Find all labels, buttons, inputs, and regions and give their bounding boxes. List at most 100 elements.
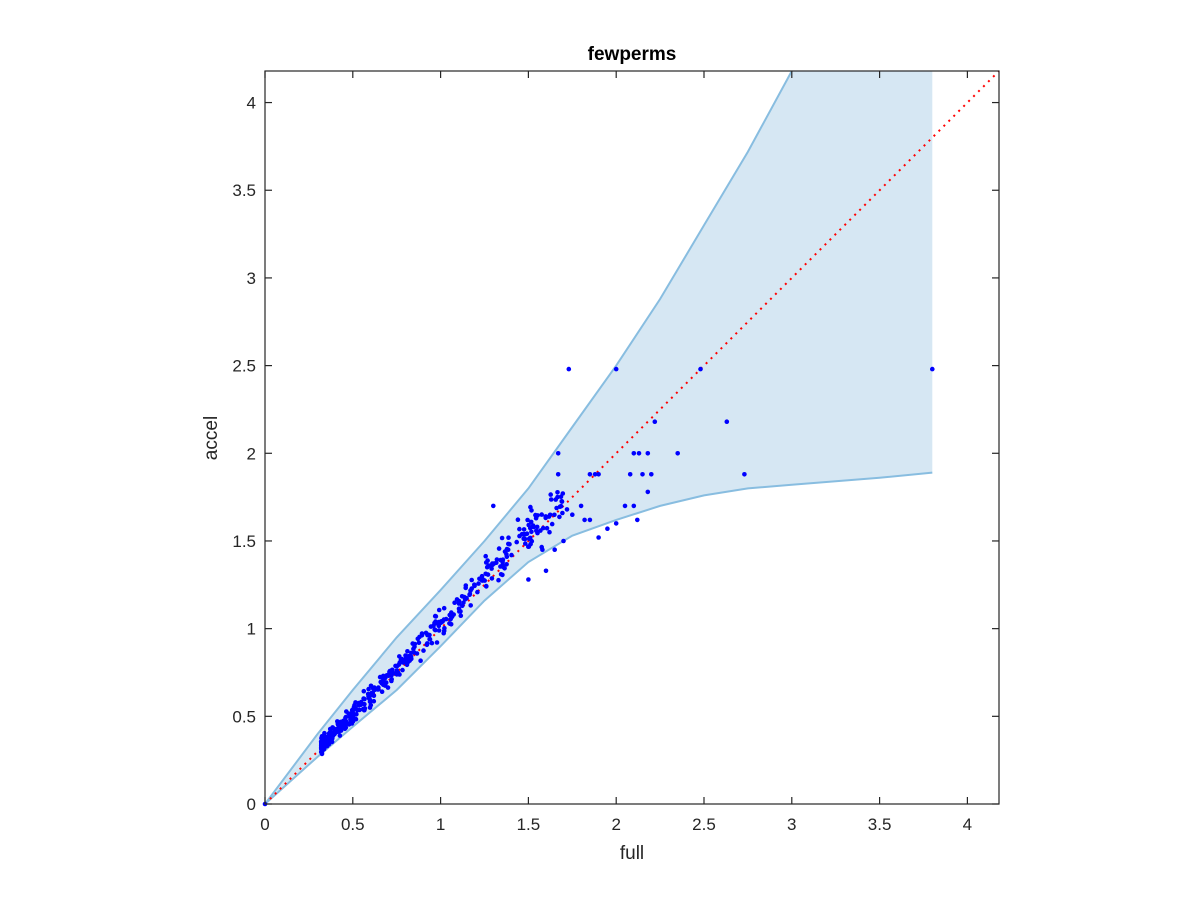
- y-tick-label: 2.5: [232, 357, 256, 376]
- data-point: [553, 497, 558, 502]
- data-point: [517, 526, 522, 532]
- data-point: [462, 597, 468, 602]
- y-tick-label: 1: [247, 620, 256, 639]
- band-lower-edge: [264, 471, 933, 805]
- data-point: [394, 672, 400, 677]
- data-point: [458, 609, 463, 614]
- data-point: [675, 451, 680, 456]
- data-point: [441, 630, 447, 636]
- data-point: [389, 678, 394, 684]
- data-point: [327, 735, 333, 740]
- data-point: [515, 517, 521, 522]
- data-point: [340, 725, 345, 730]
- data-point: [334, 727, 339, 732]
- data-point: [348, 718, 354, 723]
- data-point: [434, 640, 440, 645]
- data-point: [544, 525, 550, 531]
- data-point: [358, 699, 364, 705]
- data-point: [543, 568, 549, 574]
- data-point: [557, 504, 563, 510]
- y-tick-label: 4: [247, 94, 256, 113]
- data-point: [319, 741, 325, 747]
- x-tick-label: 0: [260, 815, 269, 834]
- data-point: [367, 699, 373, 704]
- data-point: [529, 529, 534, 535]
- data-point: [432, 613, 438, 619]
- data-point: [416, 640, 422, 645]
- data-point: [555, 472, 561, 477]
- data-point: [329, 739, 335, 745]
- data-point: [649, 472, 654, 477]
- data-point: [404, 662, 410, 668]
- data-point: [540, 547, 545, 552]
- data-point: [400, 667, 405, 673]
- data-point: [361, 707, 367, 713]
- scatter-points: [262, 366, 935, 807]
- data-point: [467, 591, 473, 597]
- data-point: [645, 489, 651, 495]
- data-point: [469, 577, 475, 583]
- data-point: [652, 419, 658, 425]
- data-point: [548, 492, 553, 497]
- data-point: [419, 631, 425, 636]
- data-point: [526, 577, 531, 582]
- data-point: [362, 696, 367, 702]
- data-point: [405, 649, 410, 654]
- data-point: [498, 557, 503, 563]
- data-point: [343, 715, 348, 721]
- data-point: [538, 528, 543, 533]
- x-tick-label: 3.5: [868, 815, 892, 834]
- data-point: [564, 507, 570, 512]
- data-point: [354, 712, 359, 717]
- data-point: [523, 541, 528, 546]
- data-point: [372, 685, 377, 690]
- data-point: [456, 600, 462, 605]
- data-point: [361, 688, 367, 694]
- data-point: [509, 552, 514, 558]
- data-point: [346, 721, 351, 726]
- y-tick-label: 2: [247, 444, 256, 463]
- data-point: [410, 641, 416, 646]
- data-point: [549, 521, 555, 527]
- data-point: [636, 451, 642, 456]
- data-point: [385, 685, 391, 690]
- data-point: [724, 419, 730, 425]
- data-point: [502, 566, 507, 571]
- data-point: [557, 514, 562, 520]
- data-point: [381, 675, 386, 680]
- y-tick-label: 1.5: [232, 532, 256, 551]
- axes: 0 0.5 1 1.5 2 2.5 3 3.5 4 0 0.5 1 1.5 2 2.5 3 3.5 4: [232, 70, 1000, 834]
- data-point: [381, 682, 386, 688]
- data-point: [645, 451, 651, 456]
- plot-box: [264, 70, 1000, 805]
- data-point: [514, 539, 519, 545]
- data-point: [347, 714, 353, 719]
- data-point: [367, 705, 373, 710]
- data-point: [555, 490, 560, 495]
- data-point: [504, 562, 509, 567]
- data-point: [340, 720, 346, 726]
- data-point: [631, 503, 637, 509]
- data-point: [429, 640, 435, 646]
- data-point: [622, 503, 628, 509]
- data-point: [605, 526, 610, 531]
- data-point: [613, 366, 619, 372]
- data-point: [506, 541, 511, 547]
- data-point: [534, 524, 540, 530]
- data-point: [582, 517, 587, 523]
- identity-line: [264, 70, 1000, 805]
- data-point: [425, 641, 430, 646]
- x-tick-label: 2: [611, 815, 620, 834]
- data-point: [483, 571, 489, 577]
- data-point: [461, 600, 466, 606]
- data-point: [468, 588, 473, 593]
- data-point: [458, 613, 464, 618]
- data-point: [463, 583, 469, 588]
- data-point: [439, 619, 444, 624]
- data-point: [483, 583, 489, 589]
- data-point: [543, 514, 548, 519]
- x-tick-label: 2.5: [692, 815, 716, 834]
- data-point: [407, 658, 413, 663]
- data-point: [496, 546, 502, 551]
